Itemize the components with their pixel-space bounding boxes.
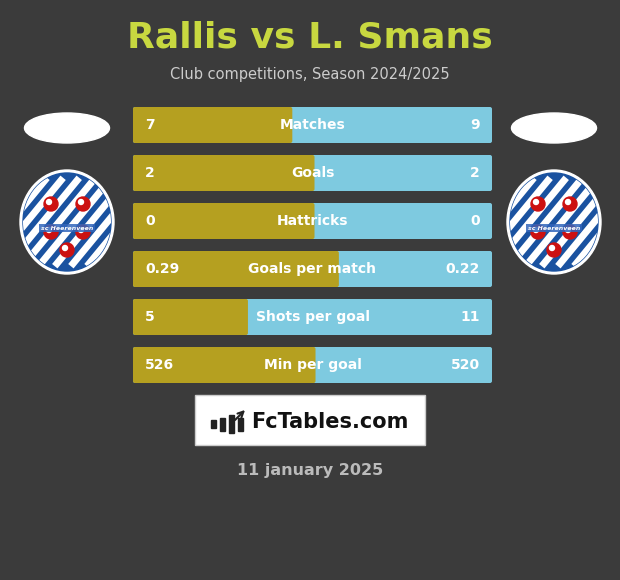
Text: Hattricks: Hattricks	[277, 214, 348, 228]
Text: Shots per goal: Shots per goal	[255, 310, 370, 324]
Text: Goals per match: Goals per match	[249, 262, 376, 276]
Text: sc Heerenveen: sc Heerenveen	[41, 226, 93, 230]
Ellipse shape	[20, 170, 114, 274]
Text: 7: 7	[145, 118, 154, 132]
Circle shape	[565, 227, 570, 233]
FancyBboxPatch shape	[133, 299, 492, 335]
Text: 11: 11	[461, 310, 480, 324]
Circle shape	[79, 200, 84, 205]
Text: sc Heerenveen: sc Heerenveen	[528, 226, 580, 230]
Text: 11 january 2025: 11 january 2025	[237, 462, 383, 477]
Bar	[238, 418, 243, 430]
Circle shape	[76, 197, 90, 211]
Circle shape	[44, 197, 58, 211]
Text: 5: 5	[145, 310, 155, 324]
Circle shape	[531, 197, 545, 211]
Text: 9: 9	[471, 118, 480, 132]
FancyBboxPatch shape	[133, 203, 492, 239]
Circle shape	[79, 227, 84, 233]
Text: 526: 526	[145, 358, 174, 372]
FancyBboxPatch shape	[133, 251, 339, 287]
Text: Club competitions, Season 2024/2025: Club competitions, Season 2024/2025	[170, 67, 450, 82]
Ellipse shape	[512, 113, 596, 143]
Text: 2: 2	[470, 166, 480, 180]
FancyBboxPatch shape	[133, 107, 292, 143]
FancyBboxPatch shape	[133, 347, 492, 383]
Circle shape	[563, 197, 577, 211]
FancyBboxPatch shape	[133, 155, 314, 191]
Text: Rallis vs L. Smans: Rallis vs L. Smans	[127, 21, 493, 55]
Text: 0: 0	[145, 214, 154, 228]
Circle shape	[565, 200, 570, 205]
Text: FcTables.com: FcTables.com	[251, 412, 409, 432]
Ellipse shape	[507, 170, 601, 274]
FancyBboxPatch shape	[133, 155, 492, 191]
Text: 0.29: 0.29	[145, 262, 179, 276]
Text: 2: 2	[145, 166, 155, 180]
Text: Goals: Goals	[291, 166, 334, 180]
Circle shape	[547, 243, 561, 257]
Text: Matches: Matches	[280, 118, 345, 132]
Circle shape	[533, 227, 539, 233]
FancyBboxPatch shape	[133, 107, 492, 143]
Ellipse shape	[23, 173, 111, 271]
FancyBboxPatch shape	[133, 251, 492, 287]
FancyBboxPatch shape	[133, 347, 316, 383]
Circle shape	[76, 225, 90, 239]
Ellipse shape	[510, 173, 598, 271]
Circle shape	[46, 227, 51, 233]
Text: 520: 520	[451, 358, 480, 372]
Circle shape	[60, 243, 74, 257]
Circle shape	[46, 200, 51, 205]
FancyBboxPatch shape	[133, 203, 314, 239]
Circle shape	[63, 245, 68, 251]
Bar	[211, 420, 216, 428]
Ellipse shape	[25, 113, 110, 143]
Circle shape	[531, 225, 545, 239]
Text: Min per goal: Min per goal	[264, 358, 361, 372]
Bar	[220, 418, 225, 430]
Text: 0.22: 0.22	[446, 262, 480, 276]
Circle shape	[44, 225, 58, 239]
FancyBboxPatch shape	[195, 395, 425, 445]
FancyBboxPatch shape	[133, 299, 248, 335]
Circle shape	[549, 245, 554, 251]
Text: 0: 0	[471, 214, 480, 228]
Circle shape	[533, 200, 539, 205]
Circle shape	[563, 225, 577, 239]
Bar	[229, 415, 234, 433]
